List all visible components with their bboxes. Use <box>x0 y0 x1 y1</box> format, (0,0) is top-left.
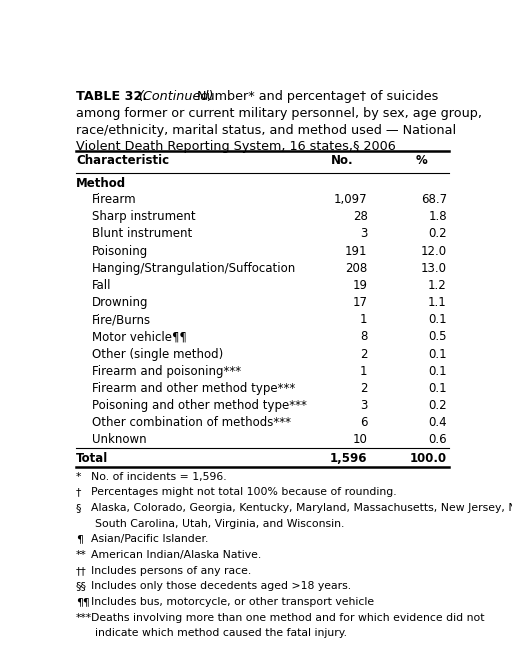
Text: 6: 6 <box>360 417 368 429</box>
Text: 19: 19 <box>353 279 368 292</box>
Text: race/ethnicity, marital status, and method used — National: race/ethnicity, marital status, and meth… <box>76 124 456 136</box>
Text: among former or current military personnel, by sex, age group,: among former or current military personn… <box>76 107 482 120</box>
Text: Method: Method <box>76 177 126 190</box>
Text: 0.5: 0.5 <box>429 331 447 343</box>
Text: 191: 191 <box>345 245 368 258</box>
Text: TABLE 32.: TABLE 32. <box>76 91 147 104</box>
Text: Includes persons of any race.: Includes persons of any race. <box>91 565 251 576</box>
Text: 1.1: 1.1 <box>428 296 447 309</box>
Text: 1,097: 1,097 <box>334 193 368 206</box>
Text: Fire/Burns: Fire/Burns <box>92 313 151 326</box>
Text: Firearm and poisoning***: Firearm and poisoning*** <box>92 365 241 378</box>
Text: 10: 10 <box>353 434 368 447</box>
Text: 1.2: 1.2 <box>428 279 447 292</box>
Text: No.: No. <box>330 155 353 167</box>
Text: (Continued): (Continued) <box>138 91 214 104</box>
Text: Unknown: Unknown <box>92 434 146 447</box>
Text: Includes bus, motorcycle, or other transport vehicle: Includes bus, motorcycle, or other trans… <box>91 597 374 607</box>
Text: Hanging/Strangulation/Suffocation: Hanging/Strangulation/Suffocation <box>92 262 296 275</box>
Text: South Carolina, Utah, Virginia, and Wisconsin.: South Carolina, Utah, Virginia, and Wisc… <box>95 519 345 529</box>
Text: 1,596: 1,596 <box>330 451 368 464</box>
Text: 2: 2 <box>360 382 368 395</box>
Text: Alaska, Colorado, Georgia, Kentucky, Maryland, Massachusetts, New Jersey, New Me: Alaska, Colorado, Georgia, Kentucky, Mar… <box>91 503 512 513</box>
Text: Poisoning and other method type***: Poisoning and other method type*** <box>92 399 307 412</box>
Text: §: § <box>76 503 81 513</box>
Text: Sharp instrument: Sharp instrument <box>92 210 196 223</box>
Text: Characteristic: Characteristic <box>76 155 169 167</box>
Text: 0.2: 0.2 <box>428 228 447 240</box>
Text: Firearm and other method type***: Firearm and other method type*** <box>92 382 295 395</box>
Text: Violent Death Reporting System, 16 states,§ 2006: Violent Death Reporting System, 16 state… <box>76 140 396 154</box>
Text: ††: †† <box>76 565 87 576</box>
Text: Includes only those decedents aged >18 years.: Includes only those decedents aged >18 y… <box>91 581 351 592</box>
Text: indicate which method caused the fatal injury.: indicate which method caused the fatal i… <box>95 628 347 638</box>
Text: Number* and percentage† of suicides: Number* and percentage† of suicides <box>197 91 438 104</box>
Text: Percentages might not total 100% because of rounding.: Percentages might not total 100% because… <box>91 487 397 497</box>
Text: 8: 8 <box>360 331 368 343</box>
Text: 0.1: 0.1 <box>428 382 447 395</box>
Text: 12.0: 12.0 <box>421 245 447 258</box>
Text: †: † <box>76 487 81 497</box>
Text: Total: Total <box>76 451 108 464</box>
Text: Poisoning: Poisoning <box>92 245 148 258</box>
Text: ¶¶: ¶¶ <box>76 597 90 607</box>
Text: 100.0: 100.0 <box>410 451 447 464</box>
Text: 1: 1 <box>360 313 368 326</box>
Text: 3: 3 <box>360 228 368 240</box>
Text: ¶: ¶ <box>76 535 83 544</box>
Text: 1.8: 1.8 <box>428 210 447 223</box>
Text: ***: *** <box>76 613 92 623</box>
Text: *: * <box>76 472 81 482</box>
Text: American Indian/Alaska Native.: American Indian/Alaska Native. <box>91 550 261 560</box>
Text: 0.1: 0.1 <box>428 348 447 361</box>
Text: Fall: Fall <box>92 279 111 292</box>
Text: Blunt instrument: Blunt instrument <box>92 228 192 240</box>
Text: Other combination of methods***: Other combination of methods*** <box>92 417 291 429</box>
Text: 17: 17 <box>353 296 368 309</box>
Text: Other (single method): Other (single method) <box>92 348 223 361</box>
Text: Firearm: Firearm <box>92 193 136 206</box>
Text: 208: 208 <box>345 262 368 275</box>
Text: **: ** <box>76 550 87 560</box>
Text: No. of incidents = 1,596.: No. of incidents = 1,596. <box>91 472 227 482</box>
Text: 0.6: 0.6 <box>428 434 447 447</box>
Text: 3: 3 <box>360 399 368 412</box>
Text: Asian/Pacific Islander.: Asian/Pacific Islander. <box>91 535 208 544</box>
Text: 0.1: 0.1 <box>428 313 447 326</box>
Text: 2: 2 <box>360 348 368 361</box>
Text: 1: 1 <box>360 365 368 378</box>
Text: 0.1: 0.1 <box>428 365 447 378</box>
Text: 68.7: 68.7 <box>421 193 447 206</box>
Text: 28: 28 <box>353 210 368 223</box>
Text: 0.4: 0.4 <box>428 417 447 429</box>
Text: Drowning: Drowning <box>92 296 148 309</box>
Text: Motor vehicle¶¶: Motor vehicle¶¶ <box>92 331 186 343</box>
Text: 13.0: 13.0 <box>421 262 447 275</box>
Text: Deaths involving more than one method and for which evidence did not: Deaths involving more than one method an… <box>91 613 484 623</box>
Text: 0.2: 0.2 <box>428 399 447 412</box>
Text: %: % <box>415 155 427 167</box>
Text: §§: §§ <box>76 581 87 592</box>
